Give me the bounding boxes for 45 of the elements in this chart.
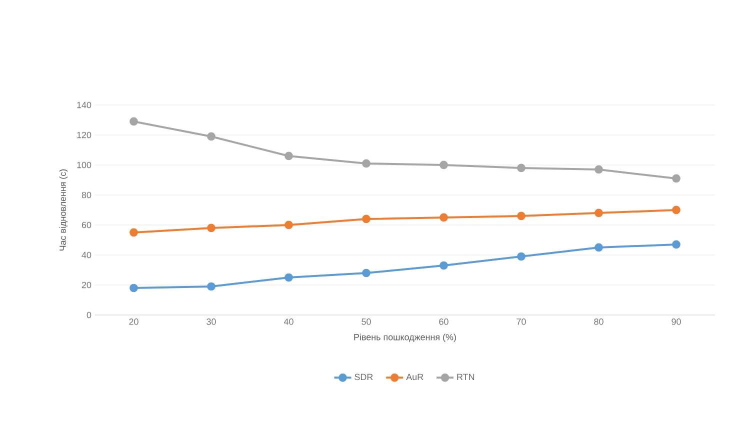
y-tick-label: 0 (86, 312, 92, 318)
point (130, 284, 138, 292)
point (440, 213, 448, 222)
x-tick-label: 40 (284, 318, 294, 325)
point (594, 165, 603, 174)
point (130, 117, 138, 126)
y-tick-label: 140 (77, 102, 92, 108)
x-tick-label: 70 (516, 318, 526, 325)
x-tick-label: 50 (362, 318, 371, 325)
point (594, 208, 603, 218)
point (440, 160, 448, 170)
y-tick-label: 120 (77, 132, 92, 138)
y-tick-label: 20 (82, 282, 92, 288)
y-tick-label: 80 (82, 192, 92, 198)
legend-label: RTN (457, 374, 474, 380)
point (517, 252, 526, 261)
point (207, 132, 216, 141)
x-tick-label: 20 (129, 318, 138, 325)
y-axis-title: Час відновлення (с) (59, 169, 68, 250)
x-tick-label: 90 (672, 318, 681, 325)
point (672, 174, 680, 183)
point (672, 240, 680, 249)
point (362, 159, 370, 168)
point (284, 152, 293, 160)
x-axis-title: Рівень пошкодження (%) (354, 334, 456, 342)
point (517, 164, 526, 172)
point (130, 228, 138, 237)
legend-label: SDR (354, 374, 373, 380)
point (284, 273, 293, 282)
point (207, 282, 216, 291)
y-tick-label: 60 (82, 222, 92, 228)
x-tick-label: 60 (439, 318, 448, 325)
point (284, 220, 293, 230)
x-tick-label: 80 (594, 318, 604, 325)
point (207, 224, 216, 232)
x-tick-label: 30 (206, 318, 216, 325)
y-tick-label: 100 (77, 162, 92, 168)
point (672, 206, 680, 214)
point (362, 268, 370, 278)
point (362, 214, 370, 224)
point (517, 212, 526, 220)
y-tick-label: 40 (82, 252, 92, 258)
point (594, 243, 603, 252)
point (440, 261, 448, 270)
legend-label: AuR (406, 374, 424, 380)
